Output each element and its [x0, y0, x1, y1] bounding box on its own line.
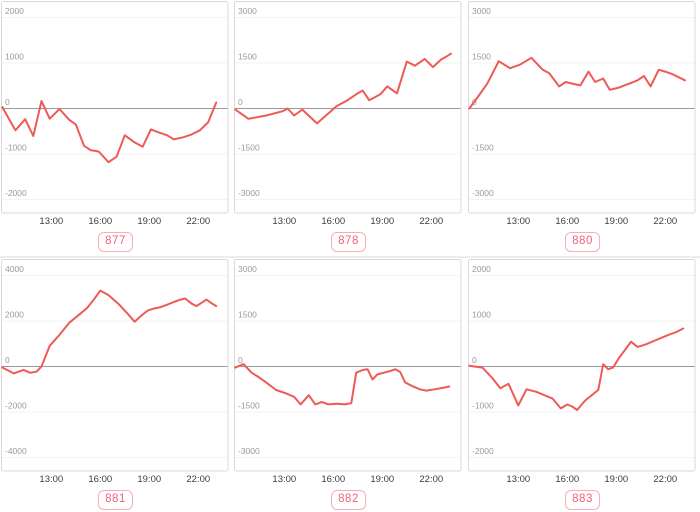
y-tick-label: 0	[238, 355, 243, 365]
line-chart-878: 3000 1500 0 -1500 -3000 13:00 16:00 19:00 22:00	[234, 1, 462, 227]
y-tick-label: 3000	[238, 264, 257, 274]
y-tick-label: -1500	[238, 401, 260, 411]
y-tick-label: -2000	[5, 401, 27, 411]
x-tick-label: 16:00	[555, 216, 579, 227]
y-tick-label: -3000	[238, 188, 260, 198]
x-tick-label: 22:00	[419, 216, 443, 227]
badge-row: 877	[1, 231, 230, 252]
chart-panel-883: 2000 1000 0 -1000 -2000 13:00 16:00 19:00 22:00 8…	[467, 256, 700, 512]
plot-border	[468, 259, 696, 472]
chart-badge-878[interactable]: 878	[331, 232, 366, 252]
chart-badge-877[interactable]: 877	[98, 232, 133, 252]
x-tick-label: 19:00	[137, 216, 161, 227]
chart-panel-882: 3000 1500 0 -1500 -3000 13:00 16:00 19:00 22:00 8…	[233, 256, 467, 512]
plot-border	[234, 1, 462, 214]
series-line	[468, 327, 685, 411]
plot-border	[1, 259, 229, 472]
chart-panel-877: 2000 1000 0 -1000 -2000 13:00 16:00 19:00 22:00 8…	[0, 0, 233, 256]
badge-row: 883	[468, 489, 697, 510]
x-tick-label: 16:00	[555, 474, 579, 485]
y-tick-label: 3000	[238, 6, 257, 16]
y-tick-label: 0	[5, 355, 10, 365]
y-tick-label: 0	[472, 355, 477, 365]
y-tick-label: -2000	[472, 446, 494, 456]
x-tick-label: 19:00	[370, 216, 394, 227]
y-tick-label: 3000	[472, 6, 491, 16]
line-chart-882: 3000 1500 0 -1500 -3000 13:00 16:00 19:00 22:00	[234, 259, 462, 485]
x-tick-label: 13:00	[39, 474, 63, 485]
x-tick-label: 16:00	[88, 474, 112, 485]
y-tick-label: 4000	[5, 264, 24, 274]
chart-panel-881: 4000 2000 0 -2000 -4000 13:00 16:00 19:00 22:00 8…	[0, 256, 233, 512]
series-line	[468, 56, 686, 110]
x-tick-label: 16:00	[88, 216, 112, 227]
line-chart-877: 2000 1000 0 -1000 -2000 13:00 16:00 19:00 22:00	[1, 1, 229, 227]
badge-row: 880	[468, 231, 697, 252]
plot-border	[1, 1, 229, 214]
series-line	[1, 100, 218, 164]
y-tick-label: 2000	[5, 310, 24, 320]
chart-panel-878: 3000 1500 0 -1500 -3000 13:00 16:00 19:00 22:00 8…	[233, 0, 467, 256]
y-tick-label: 0	[5, 97, 10, 107]
y-tick-label: -1000	[472, 401, 494, 411]
chart-badge-880[interactable]: 880	[565, 232, 600, 252]
x-tick-label: 19:00	[370, 474, 394, 485]
chart-badge-881[interactable]: 881	[98, 490, 133, 510]
x-tick-label: 16:00	[321, 216, 345, 227]
plot-border	[234, 259, 462, 472]
x-tick-label: 19:00	[604, 474, 628, 485]
x-tick-label: 13:00	[272, 216, 296, 227]
series-line	[1, 289, 218, 375]
y-tick-label: 1500	[238, 52, 257, 62]
y-tick-label: 0	[238, 97, 243, 107]
badge-row: 881	[1, 489, 230, 510]
y-tick-label: 1500	[238, 310, 257, 320]
line-chart-881: 4000 2000 0 -2000 -4000 13:00 16:00 19:00 22:00	[1, 259, 229, 485]
x-tick-label: 22:00	[653, 474, 677, 485]
x-tick-label: 22:00	[419, 474, 443, 485]
x-tick-label: 22:00	[653, 216, 677, 227]
y-tick-label: -1500	[238, 143, 260, 153]
x-tick-label: 19:00	[604, 216, 628, 227]
chart-panel-880: 3000 1500 0 -1500 -3000 13:00 16:00 19:00 22:00 8…	[467, 0, 700, 256]
y-tick-label: -3000	[472, 188, 494, 198]
line-chart-883: 2000 1000 0 -1000 -2000 13:00 16:00 19:00 22:00	[468, 259, 696, 485]
x-tick-label: 13:00	[39, 216, 63, 227]
y-tick-label: -1500	[472, 143, 494, 153]
y-tick-label: 2000	[472, 264, 491, 274]
y-tick-label: -2000	[5, 188, 27, 198]
series-line	[234, 52, 452, 125]
chart-badge-883[interactable]: 883	[565, 490, 600, 510]
x-tick-label: 22:00	[186, 474, 210, 485]
badge-row: 878	[234, 231, 463, 252]
x-tick-label: 13:00	[272, 474, 296, 485]
y-tick-label: -3000	[238, 446, 260, 456]
x-tick-label: 19:00	[137, 474, 161, 485]
y-tick-label: 1500	[472, 52, 491, 62]
y-tick-label: -1000	[5, 143, 27, 153]
y-tick-label: 1000	[472, 310, 491, 320]
x-tick-label: 13:00	[506, 474, 530, 485]
x-tick-label: 22:00	[186, 216, 210, 227]
series-line	[234, 363, 451, 406]
plot-border	[468, 1, 696, 214]
badge-row: 882	[234, 489, 463, 510]
x-tick-label: 13:00	[506, 216, 530, 227]
x-tick-label: 16:00	[321, 474, 345, 485]
chart-badge-882[interactable]: 882	[331, 490, 366, 510]
y-tick-label: -4000	[5, 446, 27, 456]
y-tick-label: 2000	[5, 6, 24, 16]
y-tick-label: 1000	[5, 52, 24, 62]
